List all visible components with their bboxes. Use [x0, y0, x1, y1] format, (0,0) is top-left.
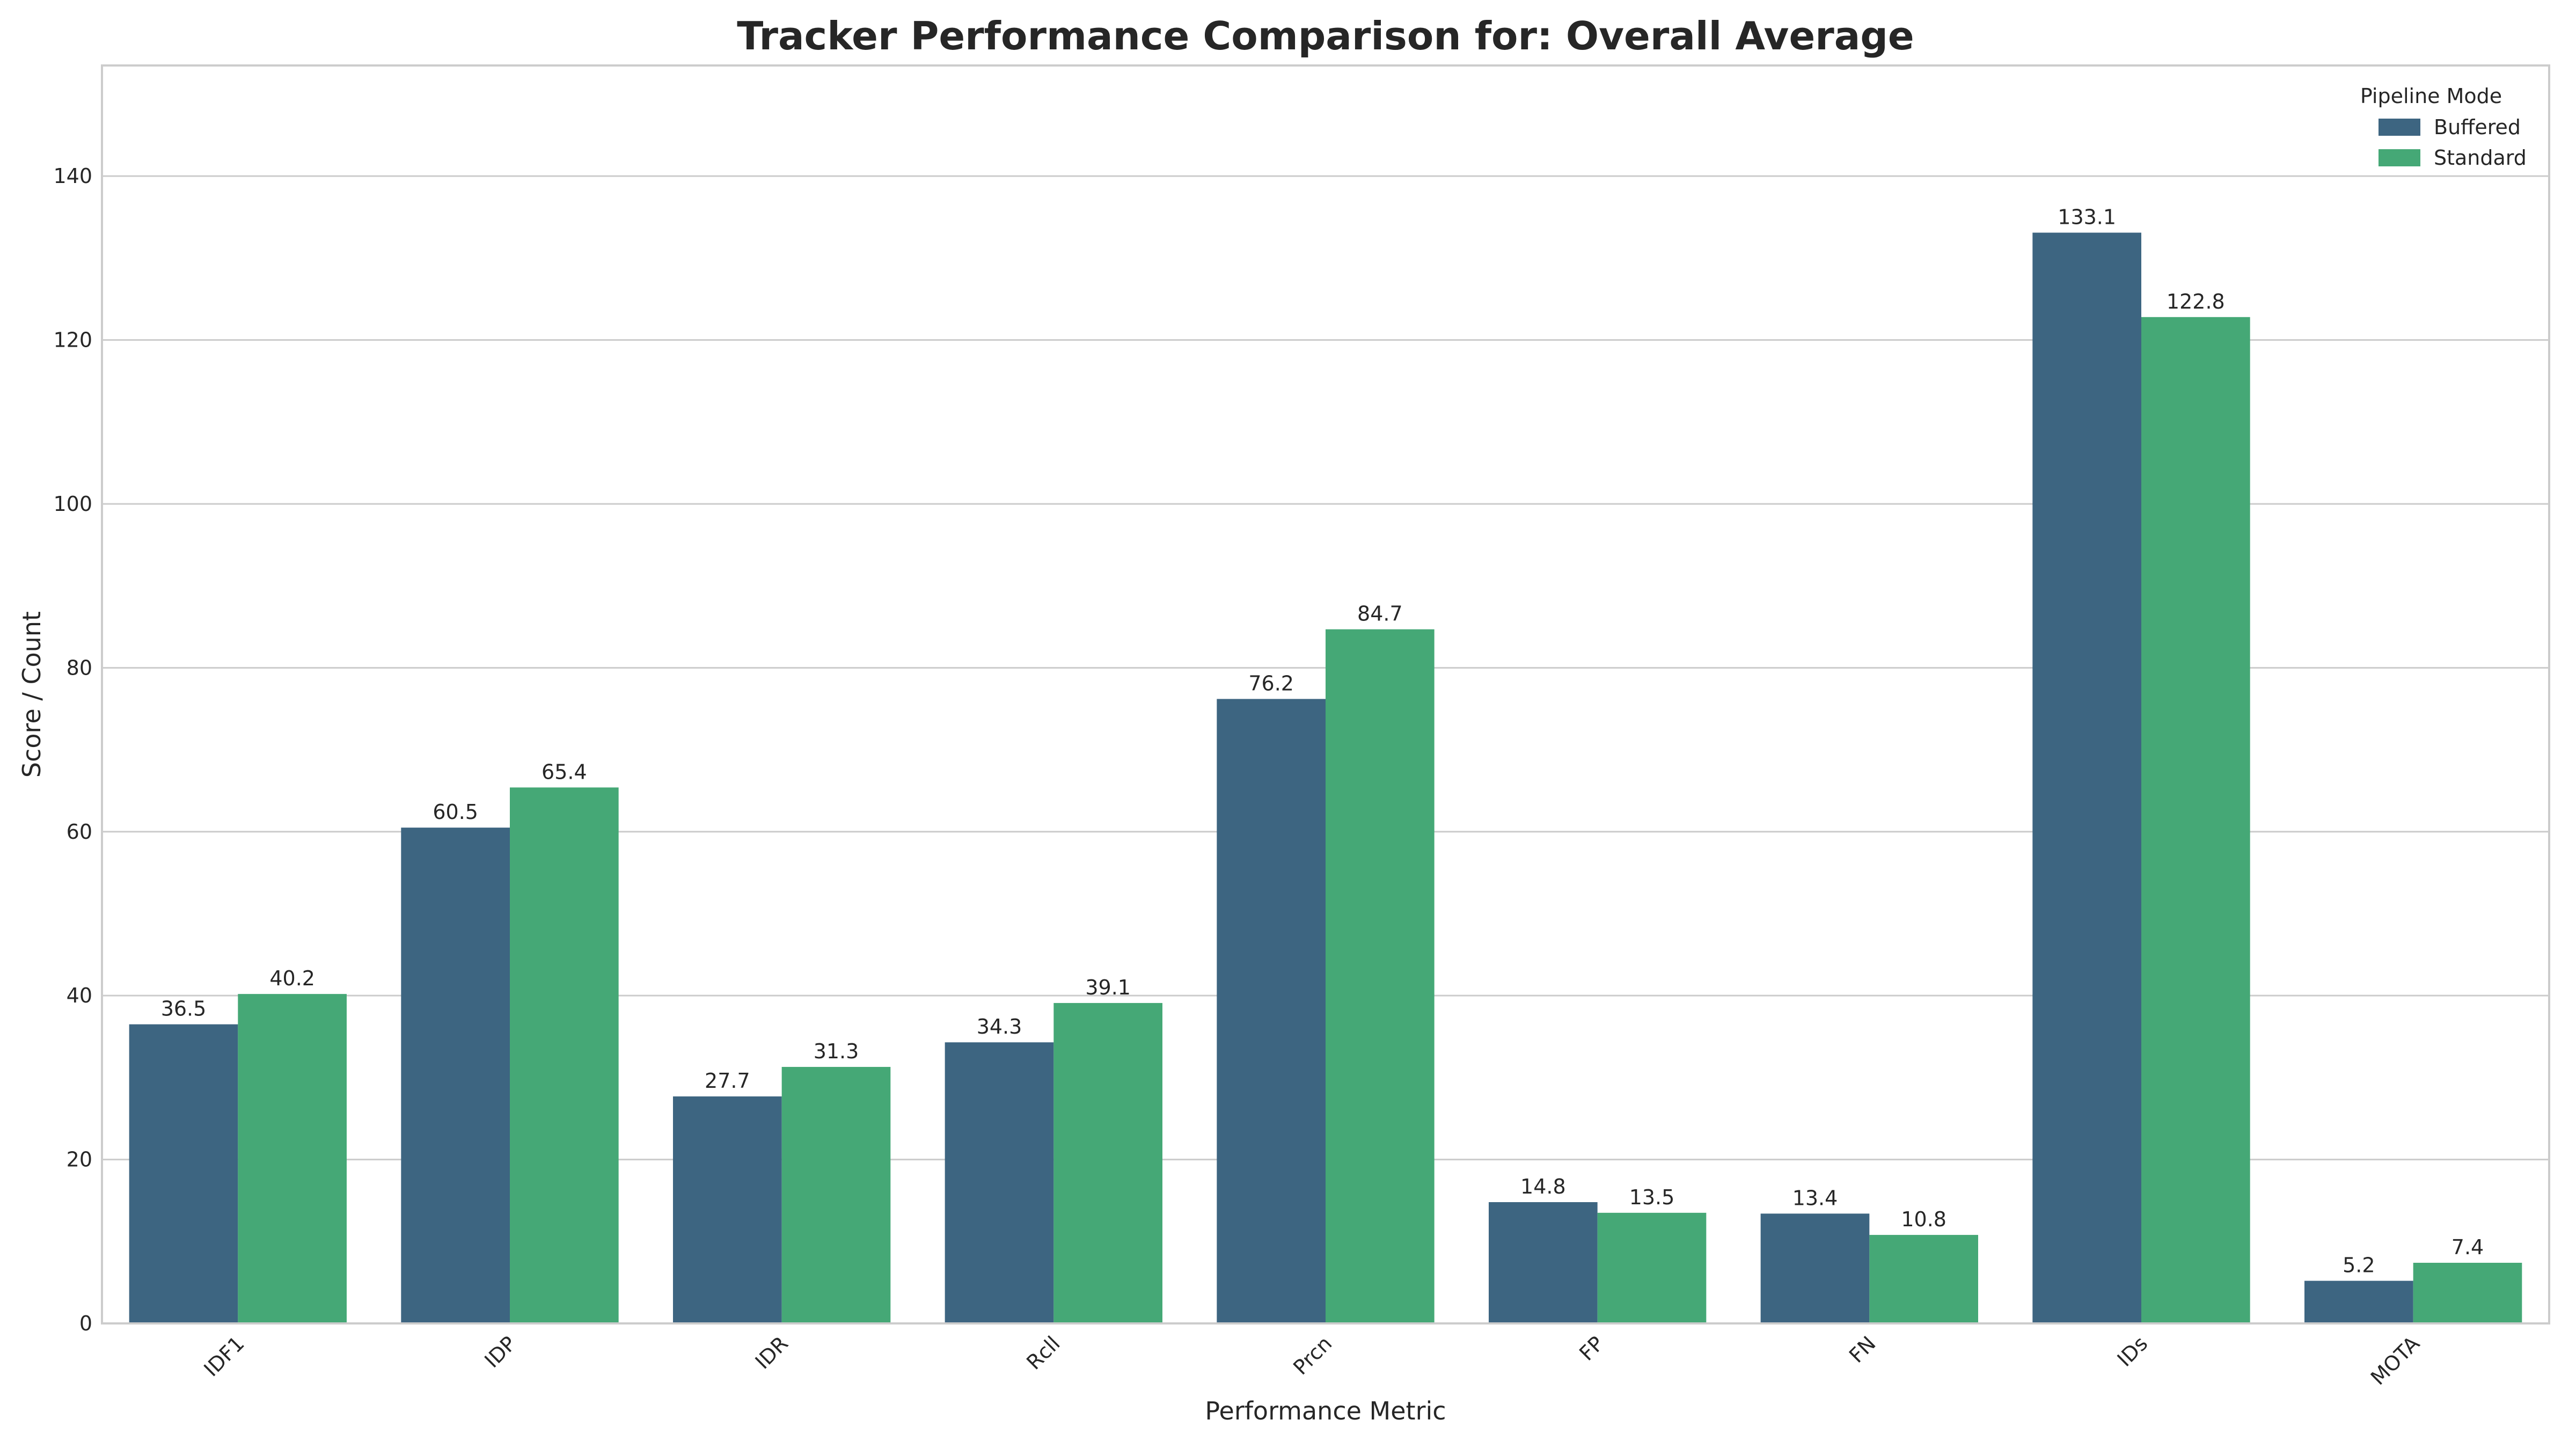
bar-value-label: 10.8 — [1901, 1208, 1946, 1231]
x-tick-label: IDs — [2113, 1331, 2153, 1371]
bar — [510, 787, 619, 1323]
legend-label: Standard — [2434, 146, 2527, 170]
chart-title: Tracker Performance Comparison for: Over… — [737, 13, 1914, 58]
bar — [2413, 1262, 2522, 1323]
bar-value-label: 31.3 — [814, 1040, 859, 1063]
bar-value-label: 84.7 — [1357, 602, 1403, 626]
x-tick-label: IDF1 — [199, 1331, 248, 1381]
bar-value-label: 40.2 — [269, 967, 315, 990]
bar-value-labels: 36.5 40.2 60.5 65.4 27.7 31.3 34.3 39.1 76.2 84.7… — [161, 206, 2484, 1277]
x-tick-label: IDR — [751, 1331, 793, 1373]
bar — [1760, 1213, 1870, 1323]
bar-value-label: 133.1 — [2058, 206, 2116, 229]
x-tick-label: MOTA — [2366, 1331, 2424, 1389]
bar — [781, 1067, 891, 1323]
bar-value-label: 7.4 — [2451, 1235, 2484, 1259]
bar — [1326, 629, 1435, 1323]
bar — [401, 828, 510, 1323]
x-tick-labels: IDF1 IDP IDR Rcll Prcn FP FN IDs MOTA — [199, 1331, 2424, 1389]
y-tick-label: 40 — [67, 984, 92, 1007]
bar — [2141, 317, 2250, 1323]
y-axis-label: Score / Count — [17, 611, 46, 778]
y-tick-label: 140 — [53, 164, 92, 188]
y-tick-labels: 0 20 40 60 80 100 120 140 — [53, 164, 92, 1335]
bars — [129, 232, 2522, 1323]
bar-value-label: 39.1 — [1085, 976, 1131, 999]
y-tick-label: 60 — [67, 820, 92, 844]
legend-swatch — [2379, 149, 2420, 166]
x-tick-label: FP — [1575, 1331, 1608, 1365]
bar-value-label: 13.5 — [1629, 1185, 1675, 1209]
x-tick-label: Prcn — [1289, 1331, 1336, 1379]
bar — [129, 1024, 238, 1323]
bar-value-label: 27.7 — [705, 1069, 750, 1093]
bar — [1489, 1202, 1598, 1323]
bar-value-label: 76.2 — [1248, 671, 1294, 695]
bar-value-label: 65.4 — [541, 760, 587, 784]
bar-value-label: 36.5 — [161, 997, 207, 1021]
y-tick-label: 20 — [67, 1148, 92, 1172]
bar-value-label: 5.2 — [2343, 1254, 2375, 1277]
y-tick-label: 0 — [79, 1312, 92, 1335]
legend-swatch — [2379, 119, 2420, 136]
bar — [1053, 1002, 1162, 1323]
x-tick-label: FN — [1845, 1331, 1880, 1367]
y-tick-label: 100 — [53, 492, 92, 516]
bar — [1869, 1235, 1978, 1323]
legend-items: Buffered Standard — [2379, 115, 2527, 170]
bar — [945, 1042, 1054, 1323]
legend-title: Pipeline Mode — [2360, 84, 2502, 108]
bar — [2032, 232, 2141, 1323]
legend: Pipeline Mode Buffered Standard — [2360, 84, 2527, 170]
bar-value-label: 122.8 — [2167, 290, 2225, 313]
bar — [1597, 1212, 1707, 1323]
bar-value-label: 14.8 — [1520, 1175, 1566, 1198]
bar — [1217, 699, 1326, 1323]
bar — [2304, 1280, 2413, 1323]
y-tick-label: 120 — [53, 328, 92, 352]
legend-label: Buffered — [2434, 115, 2521, 139]
x-axis-label: Performance Metric — [1205, 1396, 1446, 1425]
bar-value-label: 13.4 — [1792, 1186, 1838, 1210]
bar-value-label: 60.5 — [433, 800, 478, 824]
y-tick-label: 80 — [67, 656, 92, 679]
bar — [238, 994, 347, 1323]
x-tick-label: Rcll — [1022, 1331, 1064, 1374]
x-tick-label: IDP — [480, 1331, 521, 1372]
bar-value-label: 34.3 — [977, 1015, 1022, 1038]
bar — [673, 1096, 782, 1323]
plot-frame — [101, 64, 2550, 1324]
